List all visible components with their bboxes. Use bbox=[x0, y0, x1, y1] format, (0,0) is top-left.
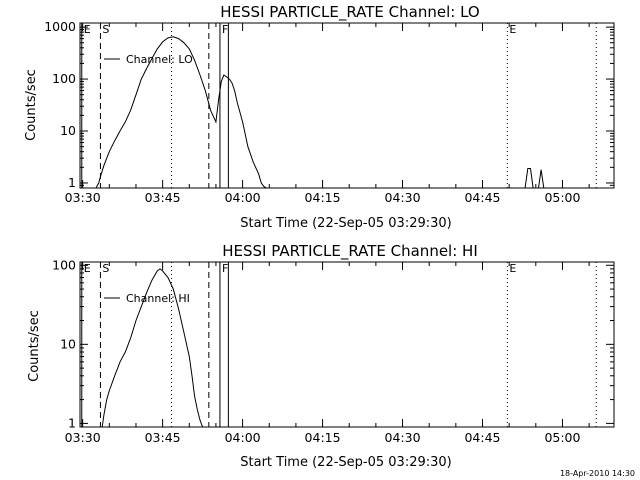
chart-title: HESSI PARTICLE_RATE Channel: HI bbox=[222, 242, 478, 261]
series-line bbox=[95, 36, 267, 188]
y-axis-label: Counts/sec bbox=[24, 69, 39, 141]
y-tick-label: 10 bbox=[60, 336, 76, 351]
x-tick-label: 04:00 bbox=[225, 190, 261, 205]
x-tick-label: 04:45 bbox=[464, 430, 500, 445]
y-tick-label: 1 bbox=[68, 415, 76, 430]
plot-frame bbox=[79, 22, 615, 189]
series-group bbox=[95, 36, 547, 188]
print-timestamp: 18-Apr-2010 14:30 bbox=[560, 469, 635, 478]
x-tick-label: 03:30 bbox=[65, 430, 101, 445]
x-axis-label: Start Time (22-Sep-05 03:29:30) bbox=[240, 455, 451, 470]
x-tick-label: 03:45 bbox=[145, 430, 181, 445]
x-tick-label: 04:15 bbox=[305, 430, 341, 445]
x-tick-label: 03:30 bbox=[65, 190, 101, 205]
series-line bbox=[524, 168, 547, 188]
x-tick-label: 04:30 bbox=[385, 430, 421, 445]
lo-channel-panel: HESSI PARTICLE_RATE Channel: LO Start Ti… bbox=[24, 3, 615, 231]
y-tick-label: 1000 bbox=[44, 19, 76, 34]
y-tick-label: 100 bbox=[52, 257, 76, 272]
chart-title: HESSI PARTICLE_RATE Channel: LO bbox=[220, 3, 479, 22]
legend-entry: Channel: HI bbox=[126, 292, 190, 305]
event-marker-label: F bbox=[222, 262, 228, 275]
plot-frame bbox=[79, 261, 615, 428]
event-marker-label: S bbox=[102, 23, 109, 36]
x-tick-label: 04:45 bbox=[464, 190, 500, 205]
y-tick-label: 1 bbox=[68, 175, 76, 190]
series-line bbox=[101, 268, 204, 427]
event-marker-label: E bbox=[84, 262, 91, 275]
x-tick-label: 04:15 bbox=[305, 190, 341, 205]
x-tick-label: 04:00 bbox=[225, 430, 261, 445]
x-axis-label: Start Time (22-Sep-05 03:29:30) bbox=[240, 216, 451, 231]
series-group bbox=[101, 268, 204, 427]
x-tick-label: 03:45 bbox=[145, 190, 181, 205]
event-marker-label: F bbox=[222, 23, 228, 36]
y-tick-label: 10 bbox=[60, 123, 76, 138]
y-tick-label: 100 bbox=[52, 71, 76, 86]
x-tick-label: 04:30 bbox=[385, 190, 421, 205]
legend-entry: Channel: LO bbox=[126, 53, 193, 66]
hi-channel-panel: HESSI PARTICLE_RATE Channel: HI Start Ti… bbox=[27, 242, 615, 470]
event-marker-label: E bbox=[509, 23, 516, 36]
x-tick-label: 05:00 bbox=[544, 190, 580, 205]
x-tick-label: 05:00 bbox=[544, 430, 580, 445]
event-marker-label: E bbox=[84, 23, 91, 36]
y-axis-label: Counts/sec bbox=[27, 310, 42, 382]
event-marker-label: S bbox=[102, 262, 109, 275]
event-marker-label: E bbox=[509, 262, 516, 275]
